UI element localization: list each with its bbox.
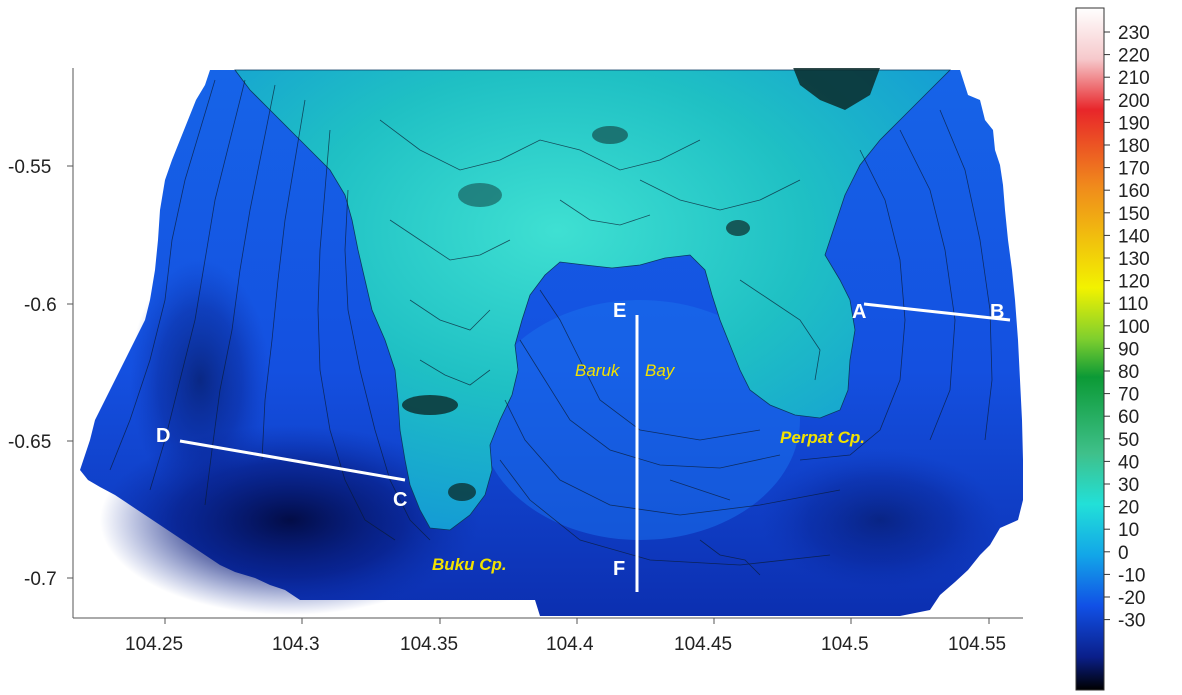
colorbar-tick-label: 70 [1118,385,1139,406]
colorbar-tick-label: 20 [1118,498,1139,519]
profile-label-e: E [613,300,626,322]
peak-north [793,68,880,110]
place-label-perpat: Perpat Cp. [780,428,865,447]
place-label-buku: Buku Cp. [432,555,507,574]
colorbar-tick-label: 150 [1118,204,1150,225]
colorbar-tick-label: 130 [1118,249,1150,270]
colorbar-tick-label: 200 [1118,91,1150,112]
profile-label-b: B [990,301,1004,323]
colorbar-tick-label: -10 [1118,565,1145,586]
profile-line-ab [863,302,1011,322]
y-tick-label: -0.55 [8,157,51,178]
profile-label-f: F [613,558,625,580]
colorbar-tick-label: 170 [1118,159,1150,180]
peak-ridge-3 [726,220,750,236]
deep-basin-west [130,260,270,500]
y-tick-label: -0.65 [8,432,51,453]
colorbar-tick-label: 50 [1118,430,1139,451]
colorbar-tick-label: 10 [1118,520,1139,541]
colorbar-tick-label: 80 [1118,362,1139,383]
peak-ridge-2 [448,483,476,501]
x-axis-ticks: 104.25 104.3 104.35 104.4 104.45 104.5 1… [125,618,1006,655]
colorbar-tick-label: 110 [1118,294,1148,315]
place-label-baruk: Baruk [575,361,621,380]
colorbar-tick-label: 230 [1118,23,1150,44]
colorbar-tick-label: -20 [1118,588,1145,609]
profile-label-c: C [393,489,407,511]
x-tick-label: 104.4 [546,634,594,655]
profile-line-dc [179,439,406,482]
peak-ridge-1 [402,395,458,415]
colorbar-tick-label: 30 [1118,475,1139,496]
x-tick-label: 104.5 [821,634,869,655]
profile-label-d: D [156,425,170,447]
y-axis-ticks: -0.55 -0.6 -0.65 -0.7 [8,157,73,590]
x-tick-label: 104.25 [125,634,183,655]
colorbar [1075,7,1105,691]
colorbar-tick-label: 220 [1118,46,1150,67]
colorbar-tick-label: 210 [1118,68,1150,89]
colorbar-tick-label: 120 [1118,272,1150,293]
colorbar-ticks: 2302202102001901801701601501401301201101… [1104,23,1150,632]
peak-ridge-5 [458,183,502,207]
profile-label-a: A [852,301,866,323]
colorbar-tick-label: 140 [1118,226,1150,247]
colorbar-tick-label: 160 [1118,181,1150,202]
x-tick-label: 104.45 [674,634,732,655]
colorbar-tick-label: 0 [1118,543,1129,564]
y-tick-label: -0.6 [24,295,57,316]
map-surface [80,68,1023,616]
peak-ridge-4 [592,126,628,144]
colorbar-tick-label: 100 [1118,317,1150,338]
x-tick-label: 104.55 [948,634,1006,655]
x-tick-label: 104.35 [400,634,458,655]
colorbar-tick-label: 60 [1118,407,1139,428]
colorbar-tick-label: 190 [1118,113,1150,134]
colorbar-tick-label: 90 [1118,339,1139,360]
colorbar-tick-label: 180 [1118,136,1150,157]
place-label-bay: Bay [645,361,676,380]
deep-basin-se [760,450,1000,590]
colorbar-tick-label: -30 [1118,611,1145,632]
colorbar-tick-label: 40 [1118,452,1139,473]
y-tick-label: -0.7 [24,569,57,590]
land-mass [234,69,951,531]
contour-lines [109,79,993,576]
x-tick-label: 104.3 [272,634,320,655]
